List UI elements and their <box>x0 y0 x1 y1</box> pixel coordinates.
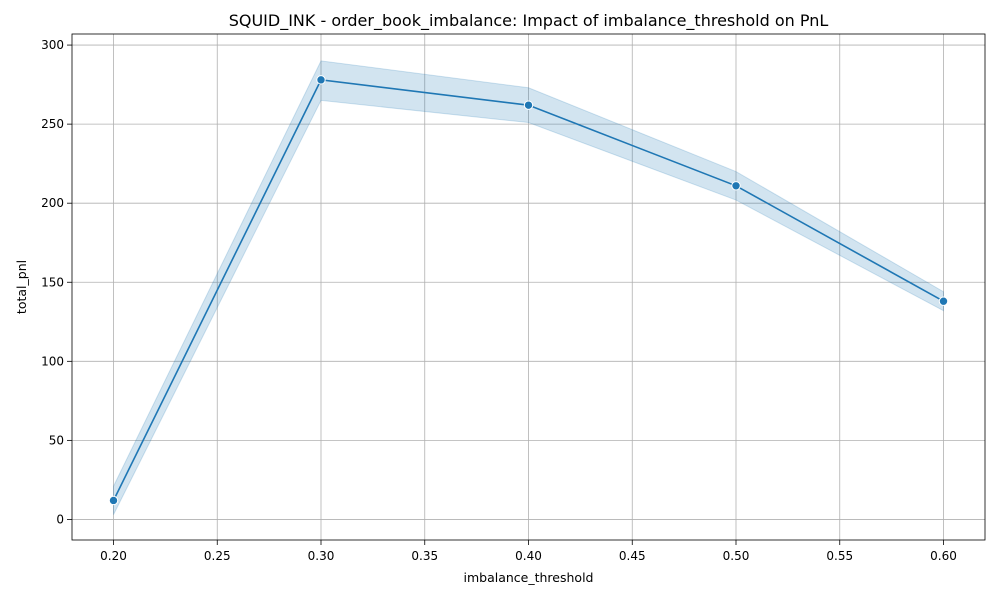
data-points <box>108 75 949 506</box>
grid <box>72 34 985 540</box>
y-tick-label: 200 <box>41 196 64 210</box>
x-tick-label: 0.25 <box>204 549 231 563</box>
y-tick-label: 0 <box>56 512 64 526</box>
data-point <box>938 296 949 306</box>
x-tick-label: 0.40 <box>515 549 542 563</box>
data-point <box>731 181 741 191</box>
y-tick-label: 100 <box>41 354 64 368</box>
confidence-band <box>113 60 944 515</box>
y-axis-label: total_pnl <box>14 260 29 314</box>
y-tick-label: 150 <box>41 275 64 289</box>
x-tick-label: 0.30 <box>308 549 335 563</box>
data-point <box>523 100 534 110</box>
data-point <box>108 495 119 506</box>
x-tick-label: 0.20 <box>100 549 127 563</box>
x-tick-label: 0.60 <box>930 549 957 563</box>
x-tick-label: 0.35 <box>411 549 438 563</box>
y-tick-label: 50 <box>49 433 64 447</box>
x-tick-label: 0.45 <box>619 549 646 563</box>
x-tick-label: 0.55 <box>826 549 853 563</box>
chart-title: SQUID_INK - order_book_imbalance: Impact… <box>229 11 829 31</box>
y-axis-ticks: 0 50 100 150 200 250 300 <box>41 38 72 526</box>
x-tick-label: 0.50 <box>723 549 750 563</box>
x-axis-label: imbalance_threshold <box>464 570 594 585</box>
x-axis-ticks: 0.20 0.25 0.30 0.35 0.40 0.45 0.50 0.55 0.60 <box>100 540 957 563</box>
y-tick-label: 250 <box>41 117 64 131</box>
data-point <box>316 75 326 85</box>
y-tick-label: 300 <box>41 38 64 52</box>
